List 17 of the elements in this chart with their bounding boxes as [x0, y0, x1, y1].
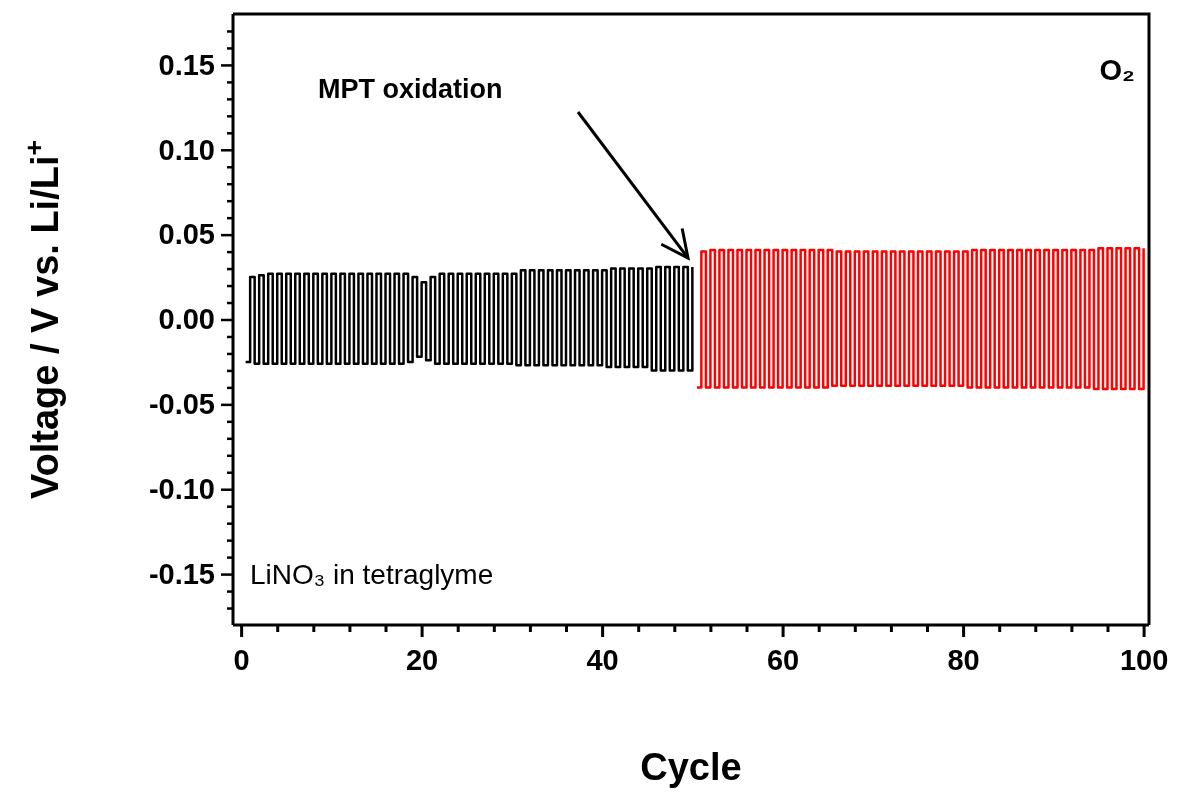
x-tick-label: 20 [405, 643, 439, 676]
x-tick-label: 80 [947, 643, 980, 676]
x-tick-label: 40 [586, 643, 619, 676]
x-tick-label: 0 [233, 643, 250, 676]
y-tick-label: -0.10 [148, 473, 215, 505]
x-tick-label: 60 [766, 643, 800, 676]
x-axis-title: Cycle [640, 746, 742, 788]
annotation: LiNO₃ in tetraglyme [250, 559, 494, 590]
y-tick-label: 0.15 [158, 48, 215, 81]
y-tick-label: 0.05 [158, 218, 215, 251]
annotation: O₂ [1099, 54, 1135, 86]
y-tick-label: -0.15 [148, 557, 215, 590]
y-tick-label: 0.00 [158, 303, 215, 336]
annotation: MPT oxidation [318, 74, 503, 104]
y-tick-label: -0.05 [148, 388, 215, 421]
y-tick-label: 0.10 [158, 133, 215, 166]
x-tick-label: 100 [1119, 643, 1169, 676]
